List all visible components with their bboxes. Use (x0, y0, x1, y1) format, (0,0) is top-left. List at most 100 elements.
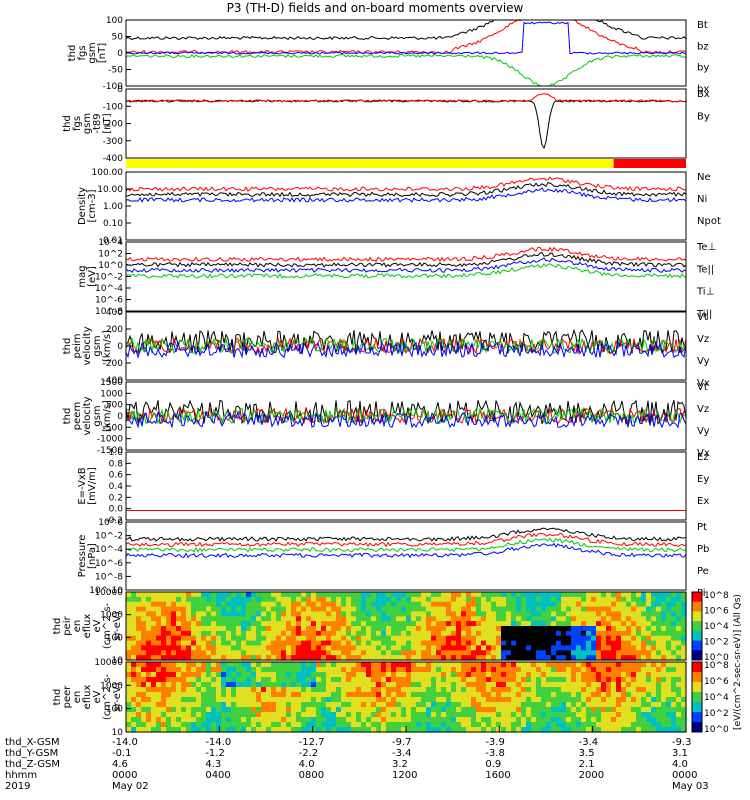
heatmap-cell (606, 640, 612, 647)
heatmap-cell (681, 692, 687, 698)
heatmap-cell (406, 682, 412, 688)
heatmap-cell (496, 650, 502, 656)
y-tick-label: 1500 (100, 378, 123, 388)
heatmap-cell (671, 707, 677, 713)
heatmap-cell (316, 596, 322, 603)
heatmap-cell (411, 621, 417, 627)
heatmap-cell (346, 596, 352, 603)
heatmap-cell (461, 611, 467, 617)
heatmap-cell (451, 640, 457, 647)
heatmap-cell (241, 596, 247, 603)
heatmap-cell (411, 692, 417, 698)
heatmap-cell (386, 650, 392, 656)
heatmap-cell (251, 712, 257, 718)
footer-value: 3.5 (578, 748, 595, 759)
heatmap-cell (376, 592, 382, 598)
heatmap-cell (666, 655, 672, 661)
heatmap-cell (316, 672, 322, 678)
heatmap-cell (401, 667, 407, 673)
heatmap-cell (226, 650, 232, 656)
heatmap-cell (651, 712, 657, 718)
heatmap-cell (211, 640, 217, 647)
heatmap-cell (311, 626, 317, 632)
heatmap-cell (331, 672, 337, 678)
heatmap-cell (436, 672, 442, 678)
heatmap-cell (221, 677, 227, 683)
heatmap-cell (526, 626, 532, 632)
heatmap-cell (366, 630, 372, 637)
heatmap-cell (251, 616, 257, 622)
heatmap-cell (136, 650, 142, 656)
heatmap-cell (621, 677, 627, 683)
heatmap-cell (536, 601, 542, 608)
heatmap-cell (271, 645, 277, 651)
heatmap-cell (151, 697, 157, 703)
heatmap-cell (171, 611, 177, 617)
heatmap-cell (621, 650, 627, 656)
heatmap-cell (456, 712, 462, 718)
heatmap-cell (341, 645, 347, 651)
heatmap-cell (321, 621, 327, 627)
heatmap-cell (366, 727, 372, 733)
heatmap-cell (431, 650, 437, 656)
heatmap-cell (436, 727, 442, 733)
heatmap-cell (481, 596, 487, 603)
heatmap-cell (131, 672, 137, 678)
heatmap-cell (566, 606, 572, 613)
heatmap-cell (386, 682, 392, 688)
heatmap-cell (401, 677, 407, 683)
heatmap-cell (556, 682, 562, 688)
y-axis-label: thd (52, 689, 63, 706)
heatmap-cell (631, 596, 637, 603)
heatmap-cell (676, 712, 682, 718)
heatmap-cell (296, 650, 302, 656)
heatmap-cell (176, 727, 182, 733)
heatmap-cell (536, 611, 542, 617)
heatmap-cell (316, 635, 322, 642)
heatmap-cell (451, 601, 457, 608)
heatmap-cell (351, 717, 357, 723)
y-axis-label: [nT] (97, 43, 108, 63)
heatmap-cell (146, 677, 152, 683)
heatmap-cell (266, 635, 272, 642)
heatmap-cell (551, 596, 557, 603)
heatmap-cell (396, 592, 402, 598)
heatmap-cell (271, 692, 277, 698)
heatmap-cell (536, 697, 542, 703)
heatmap-cell (631, 655, 637, 661)
heatmap-cell (271, 601, 277, 608)
heatmap-cell (301, 662, 307, 668)
heatmap-cell (496, 717, 502, 723)
heatmap-cell (266, 645, 272, 651)
heatmap-cell (226, 672, 232, 678)
heatmap-cell (481, 707, 487, 713)
heatmap-cell (261, 672, 267, 678)
heatmap-cell (411, 640, 417, 647)
heatmap-cell (456, 697, 462, 703)
heatmap-cell (636, 727, 642, 733)
heatmap-cell (166, 650, 172, 656)
heatmap-cell (301, 616, 307, 622)
heatmap-cell (271, 727, 277, 733)
heatmap-cell (496, 606, 502, 613)
heatmap-cell (511, 626, 517, 632)
heatmap-cell (651, 682, 657, 688)
heatmap-cell (431, 692, 437, 698)
heatmap-cell (561, 606, 567, 613)
heatmap-cell (251, 592, 257, 598)
heatmap-cell (396, 672, 402, 678)
heatmap-cell (401, 606, 407, 613)
legend-entry: Vz (697, 334, 709, 345)
heatmap-cell (241, 662, 247, 668)
heatmap-cell (561, 596, 567, 603)
heatmap-cell (661, 630, 667, 637)
heatmap-cell (206, 650, 212, 656)
heatmap-cell (381, 692, 387, 698)
heatmap-cell (531, 655, 537, 661)
heatmap-cell (391, 712, 397, 718)
heatmap-cell (546, 697, 552, 703)
heatmap-cell (401, 635, 407, 642)
heatmap-cell (291, 630, 297, 637)
heatmap-cell (626, 677, 632, 683)
heatmap-cell (236, 692, 242, 698)
